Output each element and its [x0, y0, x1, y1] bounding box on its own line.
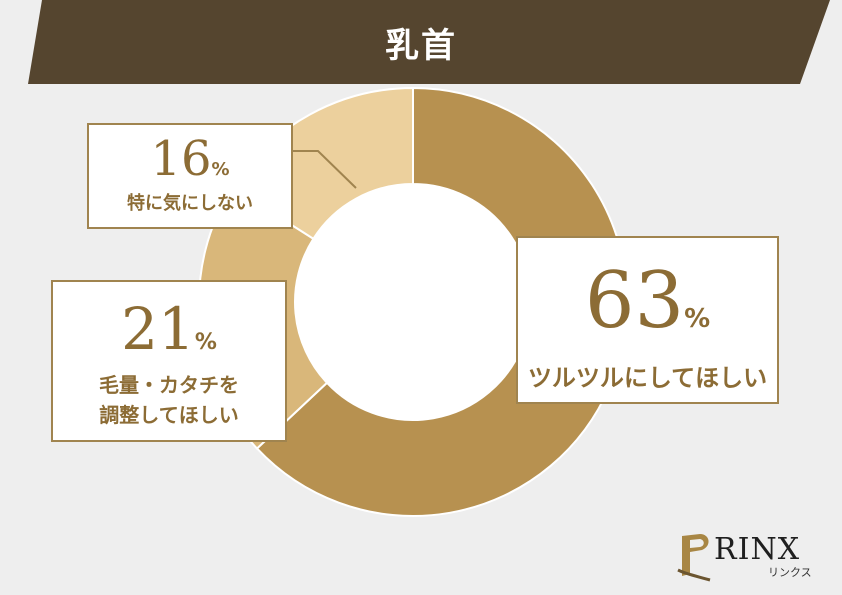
percent-63: 63% [518, 262, 777, 340]
banner-shape [28, 0, 830, 84]
label-box-63: 63% ツルツルにしてほしい [516, 236, 779, 404]
label-16-text: 特に気にしない [127, 193, 253, 214]
title-banner [28, 0, 830, 84]
percent-63-value: 63 [584, 256, 685, 346]
rinx-logo: RINX リンクス [676, 530, 826, 590]
label-21-line1: 毛量・カタチを [99, 373, 239, 397]
p-monogram-icon [677, 534, 711, 582]
percent-16: 16% [89, 135, 291, 183]
percent-16-value: 16 [150, 131, 212, 187]
logo-text: RINX [714, 532, 801, 567]
label-21-text: 毛量・カタチを 調整してほしい [53, 370, 285, 430]
percent-21-value: 21 [121, 295, 195, 363]
label-box-21: 21% 毛量・カタチを 調整してほしい [51, 280, 287, 442]
label-21-line2: 調整してほしい [99, 403, 239, 427]
page-title: 乳首 [385, 26, 457, 66]
label-box-16: 16% 特に気にしない [87, 123, 293, 229]
percent-16-sign: % [211, 159, 230, 180]
percent-21-sign: % [194, 330, 217, 355]
donut-hole [295, 184, 531, 420]
leader-line-16 [293, 150, 357, 189]
label-63-text: ツルツルにしてほしい [527, 364, 768, 392]
logo-subtext: リンクス [768, 566, 812, 579]
percent-21: 21% [53, 300, 285, 358]
percent-63-sign: % [684, 304, 711, 334]
